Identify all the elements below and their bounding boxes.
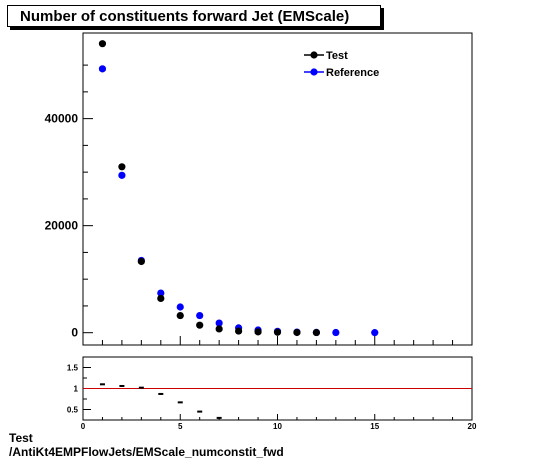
y-tick-label: 0 <box>71 326 78 340</box>
reference-marker <box>176 303 184 311</box>
ratio-x-tick-label: 10 <box>273 422 282 431</box>
legend-marker <box>310 51 318 59</box>
ratio-marker <box>216 416 222 419</box>
test-marker <box>293 328 301 337</box>
test-marker <box>118 163 126 171</box>
test-marker <box>98 40 107 48</box>
chart-title: Number of constituents forward Jet (EMSc… <box>7 5 381 27</box>
y-tick-label: 40000 <box>45 112 79 126</box>
footer-label: Test <box>9 431 33 445</box>
legend-label: Test <box>326 50 348 62</box>
test-marker <box>215 325 223 333</box>
ratio-marker <box>158 392 164 395</box>
ratio-y-tick-label: 1 <box>74 385 79 394</box>
ratio-marker <box>197 410 203 413</box>
y-tick-label: 20000 <box>45 219 79 233</box>
ratio-y-tick-label: 1.5 <box>67 364 79 373</box>
ratio-marker <box>177 401 183 404</box>
footer-path: /AntiKt4EMPFlowJets/EMScale_numconstit_f… <box>9 445 284 459</box>
test-marker <box>235 327 243 335</box>
ratio-marker <box>99 383 105 386</box>
test-marker <box>137 257 145 266</box>
ratio-marker <box>119 384 125 387</box>
reference-marker <box>118 171 126 179</box>
reference-marker <box>157 289 165 297</box>
ratio-x-tick-label: 15 <box>370 422 379 431</box>
ratio-x-tick-label: 20 <box>468 422 477 431</box>
test-marker <box>254 328 262 336</box>
ratio-y-tick-label: 0.5 <box>67 406 79 415</box>
test-marker <box>312 328 320 337</box>
ratio-x-tick-label: 0 <box>81 422 86 431</box>
test-marker <box>176 311 184 320</box>
reference-marker <box>215 319 223 327</box>
ratio-x-tick-label: 5 <box>178 422 183 431</box>
legend-marker <box>310 68 318 76</box>
legend-label: Reference <box>326 67 379 79</box>
main-plot-frame <box>82 32 473 346</box>
reference-marker <box>196 311 204 320</box>
test-marker <box>196 321 204 329</box>
reference-marker <box>371 329 379 337</box>
reference-marker <box>98 65 107 73</box>
ratio-marker <box>138 386 144 389</box>
reference-marker <box>332 328 340 337</box>
test-marker <box>157 294 165 303</box>
test-marker <box>273 328 282 336</box>
